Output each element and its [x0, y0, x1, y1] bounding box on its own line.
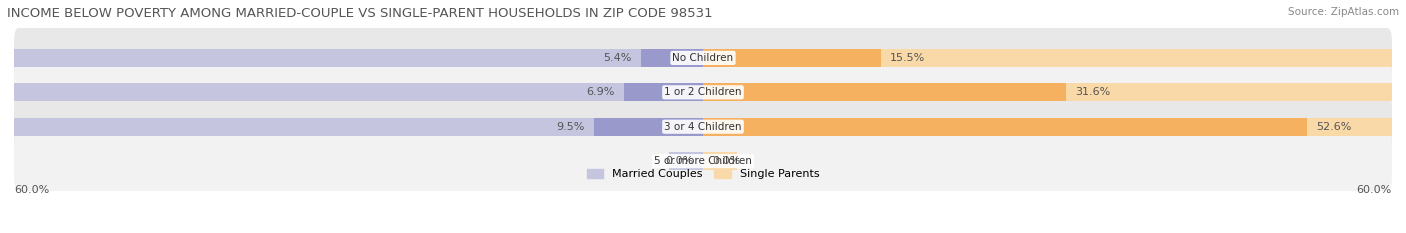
Text: No Children: No Children [672, 53, 734, 63]
FancyBboxPatch shape [14, 97, 1392, 157]
Text: 15.5%: 15.5% [890, 53, 925, 63]
Bar [593, 118, 703, 136]
Text: 60.0%: 60.0% [14, 185, 49, 195]
Legend: Married Couples, Single Parents: Married Couples, Single Parents [582, 164, 824, 183]
Bar [641, 49, 703, 67]
Bar [703, 118, 1392, 136]
Bar [14, 118, 703, 136]
Text: 3 or 4 Children: 3 or 4 Children [664, 122, 742, 132]
Bar [669, 152, 703, 170]
Bar [14, 83, 703, 101]
Text: 31.6%: 31.6% [1076, 87, 1111, 97]
Text: INCOME BELOW POVERTY AMONG MARRIED-COUPLE VS SINGLE-PARENT HOUSEHOLDS IN ZIP COD: INCOME BELOW POVERTY AMONG MARRIED-COUPL… [7, 7, 713, 20]
Text: 6.9%: 6.9% [586, 87, 614, 97]
Text: 52.6%: 52.6% [1316, 122, 1351, 132]
Text: 1 or 2 Children: 1 or 2 Children [664, 87, 742, 97]
Text: 9.5%: 9.5% [557, 122, 585, 132]
Bar [703, 83, 1392, 101]
FancyBboxPatch shape [14, 131, 1392, 191]
Bar [703, 118, 1308, 136]
Bar [703, 49, 1392, 67]
Bar [703, 49, 882, 67]
Text: 60.0%: 60.0% [1357, 185, 1392, 195]
FancyBboxPatch shape [14, 62, 1392, 122]
Bar [14, 49, 703, 67]
Bar [624, 83, 703, 101]
Bar [703, 152, 738, 170]
Text: Source: ZipAtlas.com: Source: ZipAtlas.com [1288, 7, 1399, 17]
Text: 0.0%: 0.0% [713, 156, 741, 166]
Text: 0.0%: 0.0% [665, 156, 693, 166]
FancyBboxPatch shape [14, 28, 1392, 88]
Bar [703, 83, 1066, 101]
Text: 5 or more Children: 5 or more Children [654, 156, 752, 166]
Text: 5.4%: 5.4% [603, 53, 631, 63]
